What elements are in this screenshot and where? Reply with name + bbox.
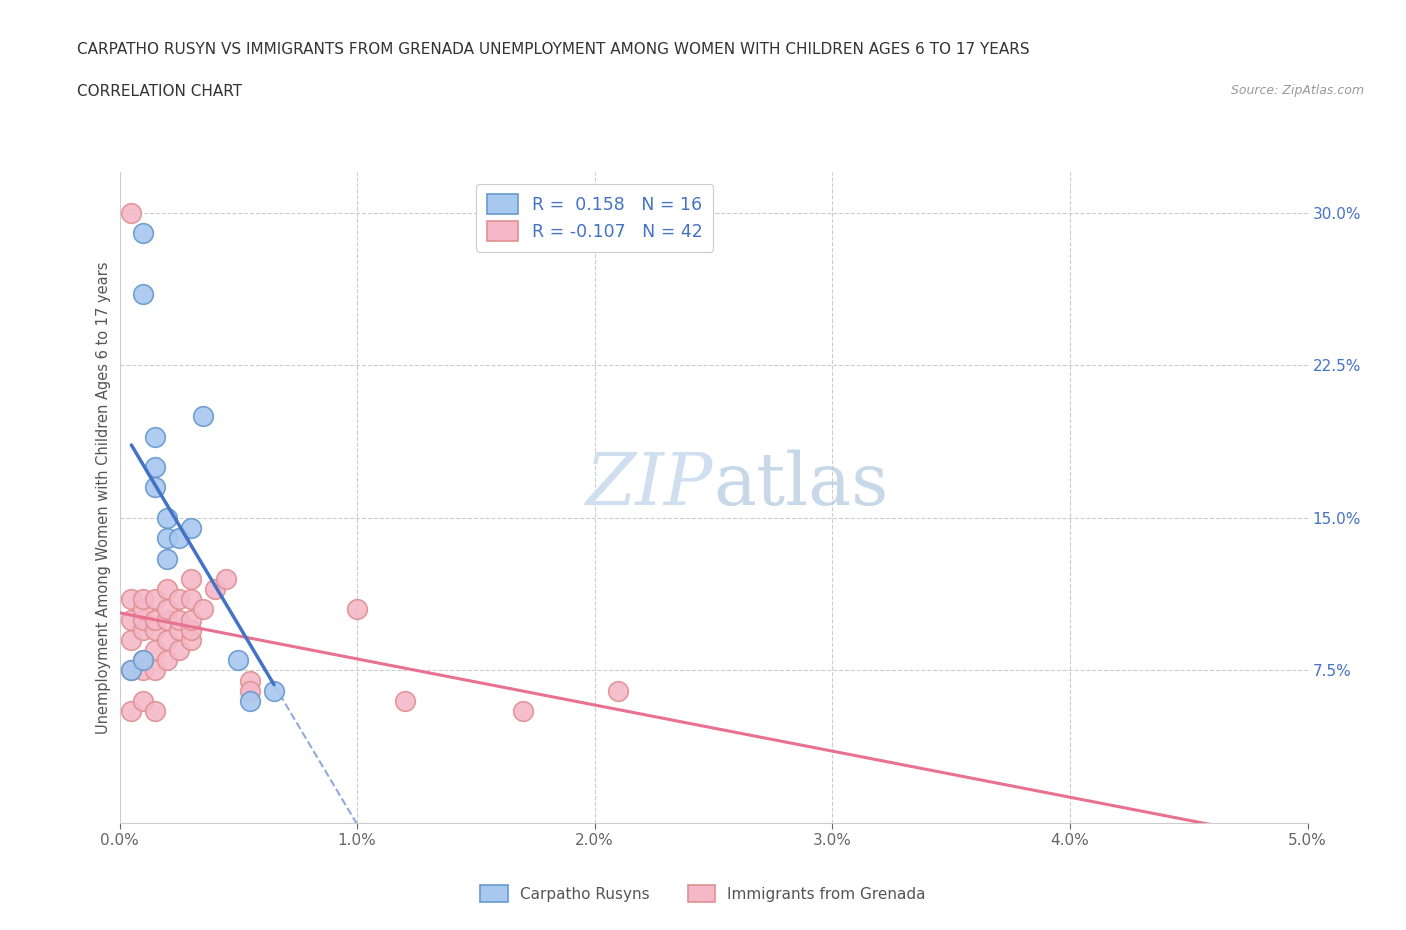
Text: CORRELATION CHART: CORRELATION CHART — [77, 84, 242, 99]
Point — [180, 622, 202, 637]
Point — [120, 612, 142, 627]
Text: atlas: atlas — [713, 449, 889, 520]
Point — [607, 684, 630, 698]
Point — [239, 684, 262, 698]
Point — [120, 704, 142, 719]
Point — [132, 226, 155, 241]
Point — [156, 612, 179, 627]
Point — [132, 286, 155, 301]
Point — [156, 653, 179, 668]
Point — [120, 206, 142, 220]
Point — [120, 663, 142, 678]
Text: CARPATHO RUSYN VS IMMIGRANTS FROM GRENADA UNEMPLOYMENT AMONG WOMEN WITH CHILDREN: CARPATHO RUSYN VS IMMIGRANTS FROM GRENAD… — [77, 42, 1031, 57]
Point — [156, 511, 179, 525]
Point — [215, 572, 238, 587]
Point — [167, 612, 190, 627]
Point — [132, 622, 155, 637]
Point — [346, 602, 368, 617]
Point — [180, 612, 202, 627]
Point — [143, 643, 166, 658]
Point — [512, 704, 534, 719]
Point — [120, 663, 142, 678]
Point — [156, 551, 179, 566]
Point — [191, 602, 214, 617]
Point — [120, 632, 142, 647]
Point — [143, 622, 166, 637]
Point — [167, 622, 190, 637]
Legend: R =  0.158   N = 16, R = -0.107   N = 42: R = 0.158 N = 16, R = -0.107 N = 42 — [477, 184, 713, 252]
Point — [132, 612, 155, 627]
Point — [204, 581, 226, 596]
Point — [239, 694, 262, 709]
Point — [143, 704, 166, 719]
Point — [156, 632, 179, 647]
Point — [263, 684, 285, 698]
Point — [191, 409, 214, 424]
Point — [394, 694, 416, 709]
Point — [228, 653, 250, 668]
Text: Source: ZipAtlas.com: Source: ZipAtlas.com — [1230, 84, 1364, 97]
Point — [132, 653, 155, 668]
Point — [143, 612, 166, 627]
Point — [143, 663, 166, 678]
Point — [132, 602, 155, 617]
Legend: Carpatho Rusyns, Immigrants from Grenada: Carpatho Rusyns, Immigrants from Grenada — [474, 879, 932, 909]
Text: ZIP: ZIP — [586, 449, 713, 520]
Point — [167, 643, 190, 658]
Y-axis label: Unemployment Among Women with Children Ages 6 to 17 years: Unemployment Among Women with Children A… — [96, 261, 111, 734]
Point — [132, 591, 155, 606]
Point — [239, 673, 262, 688]
Point — [156, 581, 179, 596]
Point — [180, 591, 202, 606]
Point — [120, 591, 142, 606]
Point — [156, 602, 179, 617]
Point — [167, 531, 190, 546]
Point — [156, 531, 179, 546]
Point — [132, 653, 155, 668]
Point — [132, 663, 155, 678]
Point — [143, 480, 166, 495]
Point — [180, 572, 202, 587]
Point — [143, 459, 166, 474]
Point — [180, 521, 202, 536]
Point — [143, 429, 166, 444]
Point — [167, 591, 190, 606]
Point — [132, 694, 155, 709]
Point — [143, 591, 166, 606]
Point — [180, 632, 202, 647]
